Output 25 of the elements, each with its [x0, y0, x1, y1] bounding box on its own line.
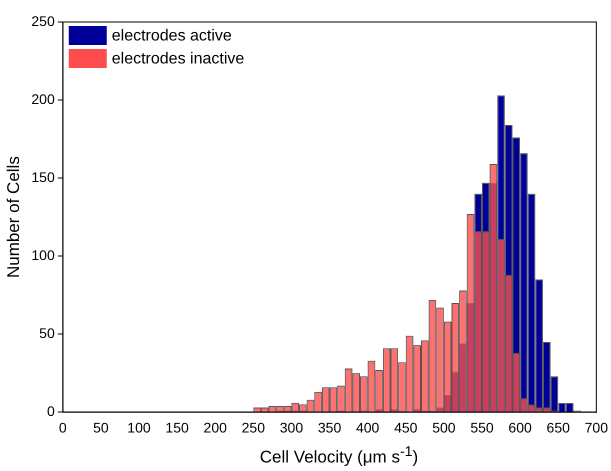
x-tick-label: 300	[280, 419, 304, 436]
y-tick-label: 0	[46, 403, 55, 420]
x-tick-label: 350	[318, 419, 342, 436]
x-tick-label: 600	[508, 419, 532, 436]
x-tick-label: 650	[546, 419, 570, 436]
x-tick-label: 250	[242, 419, 266, 436]
x-tick-label: 50	[93, 419, 109, 436]
x-tick-label: 400	[356, 419, 380, 436]
x-tick-label: 550	[470, 419, 494, 436]
y-tick-label: 50	[39, 325, 55, 342]
y-tick-label: 200	[31, 90, 55, 107]
x-tick-label: 700	[584, 419, 608, 436]
y-tick-label: 150	[31, 168, 55, 185]
x-tick-label: 100	[127, 419, 151, 436]
x-tick-label: 450	[394, 419, 418, 436]
y-axis-title: Number of Cells	[4, 156, 23, 278]
x-axis-title: Cell Velocity (μm s$^{-1}$)	[258, 444, 420, 468]
legend-label: electrodes active	[112, 27, 232, 44]
x-tick-label: 0	[58, 419, 67, 436]
legend-label: electrodes inactive	[112, 50, 244, 68]
y-tick-label: 250	[31, 12, 55, 29]
x-tick-label: 500	[432, 419, 456, 436]
x-tick-label: 200	[204, 419, 228, 436]
x-tick-label: 150	[165, 419, 189, 436]
y-tick-label: 100	[31, 246, 55, 263]
